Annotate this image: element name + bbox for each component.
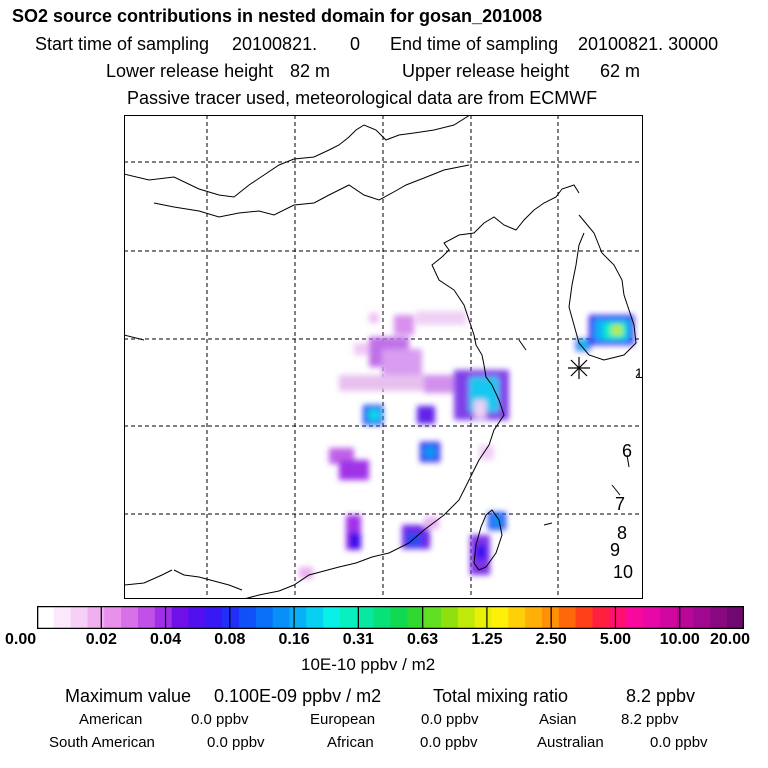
colorbar-cell	[171, 606, 190, 629]
map-frame	[124, 115, 643, 599]
colorbar-tick-label: 0.08	[214, 631, 246, 648]
colorbar-cell	[272, 606, 291, 629]
region-asian: Asian	[539, 711, 577, 728]
region-african-value: 0.0 ppbv	[420, 734, 478, 751]
colorbar-cell	[340, 606, 358, 629]
colorbar-cell	[138, 606, 156, 629]
colorbar-cell	[575, 606, 594, 629]
plot-title: SO2 source contributions in nested domai…	[12, 6, 543, 26]
total-mixing-value: 8.2 ppbv	[626, 686, 696, 706]
upper-height-value: 62 m	[600, 61, 641, 81]
colorbar-cell	[239, 606, 257, 629]
colorbar-tick-label: 0.04	[149, 631, 182, 648]
colorbar-tick-label: 0.16	[278, 631, 310, 648]
colorbar-cell	[205, 606, 223, 629]
colorbar-cell	[659, 606, 678, 629]
tracer-note: Passive tracer used, meteorological data…	[127, 88, 598, 108]
colorbar-cell	[154, 606, 173, 629]
colorbar-cell	[424, 606, 442, 629]
region-american: American	[79, 711, 143, 728]
region-european-value: 0.0 ppbv	[421, 711, 479, 728]
start-time-label: Start time of sampling	[35, 34, 210, 54]
region-australian-value: 0.0 ppbv	[650, 734, 708, 751]
colorbar-cell	[525, 606, 543, 629]
colorbar-cell	[676, 606, 695, 629]
region-south-american-value: 0.0 ppbv	[207, 734, 265, 751]
region-south-american: South American	[49, 734, 155, 751]
colorbar-tick-label: 0.63	[407, 631, 439, 648]
colorbar-cell	[37, 606, 55, 629]
colorbar-tick-label: 2.50	[535, 631, 567, 648]
colorbar-cell	[373, 606, 392, 629]
map-svg	[123, 114, 643, 600]
colorbar-cell	[70, 606, 89, 629]
colorbar-cell	[104, 606, 122, 629]
region-european: European	[310, 711, 376, 728]
upper-height-label: Upper release height	[402, 61, 570, 81]
colorbar-border	[37, 606, 744, 629]
colorbar-cell	[693, 606, 711, 629]
lower-height-label: Lower release height	[106, 61, 274, 81]
coastlines	[123, 114, 640, 600]
colorbar-tick-label: 5.00	[599, 631, 632, 648]
colorbar-cell	[53, 606, 72, 629]
colorbar-cell	[407, 606, 425, 629]
colorbar-cell	[491, 606, 509, 629]
marker-6: 6	[622, 441, 633, 461]
marker-9: 9	[610, 540, 621, 560]
tracer-plume	[299, 311, 634, 579]
colorbar-cell	[356, 606, 375, 629]
colorbar-cell	[710, 606, 728, 629]
region-american-value: 0.0 ppbv	[191, 711, 249, 728]
colorbar-tick-label: 0.31	[342, 631, 374, 648]
total-mixing-label: Total mixing ratio	[433, 686, 569, 706]
colorbar-cell	[558, 606, 577, 629]
colorbar-cell	[626, 606, 644, 629]
colorbar-unit: 10E-10 ppbv / m2	[301, 655, 436, 674]
colorbar-cell	[390, 606, 408, 629]
colorbar-cell	[643, 606, 661, 629]
colorbar-cell	[474, 606, 493, 629]
marker-1: 1	[635, 365, 643, 381]
max-value: 0.100E-09 ppbv / m2	[214, 686, 382, 706]
colorbar-cell	[121, 606, 139, 629]
colorbar	[37, 606, 744, 629]
colorbar-cell	[188, 606, 206, 629]
region-australian: Australian	[537, 734, 604, 751]
colorbar-cell	[727, 606, 744, 629]
colorbar-tick-label: 10.00	[659, 631, 700, 648]
start-time-hour: 0	[350, 34, 361, 54]
colorbar-cell	[609, 606, 627, 629]
colorbar-cell	[87, 606, 105, 629]
colorbar-cell	[323, 606, 341, 629]
receptor-marker	[568, 357, 590, 379]
colorbar-cell	[289, 606, 307, 629]
colorbar-cell	[306, 606, 324, 629]
colorbar-cell	[592, 606, 610, 629]
colorbar-cell	[508, 606, 526, 629]
colorbar-cell	[255, 606, 274, 629]
colorbar-cell	[457, 606, 476, 629]
colorbar-cell	[441, 606, 459, 629]
end-time-label: End time of sampling	[390, 34, 559, 54]
max-value-label: Maximum value	[65, 686, 192, 706]
marker-10: 10	[613, 562, 634, 582]
end-time-value: 20100821. 30000	[578, 34, 719, 54]
colorbar-tick-label: 0.02	[85, 631, 117, 648]
start-time-value: 20100821.	[232, 34, 318, 54]
colorbar-tick-label: 20.00	[710, 631, 751, 648]
marker-8: 8	[617, 523, 628, 543]
marker-7: 7	[615, 494, 626, 514]
colorbar-cell	[222, 606, 240, 629]
region-asian-value: 8.2 ppbv	[621, 711, 679, 728]
lower-height-value: 82 m	[290, 61, 331, 81]
region-african: African	[327, 734, 374, 751]
colorbar-tick-label: 1.25	[471, 631, 503, 648]
colorbar-tick-label: 0.00	[5, 631, 37, 648]
map-panel: 1 6 7 8 9 10	[123, 114, 643, 600]
